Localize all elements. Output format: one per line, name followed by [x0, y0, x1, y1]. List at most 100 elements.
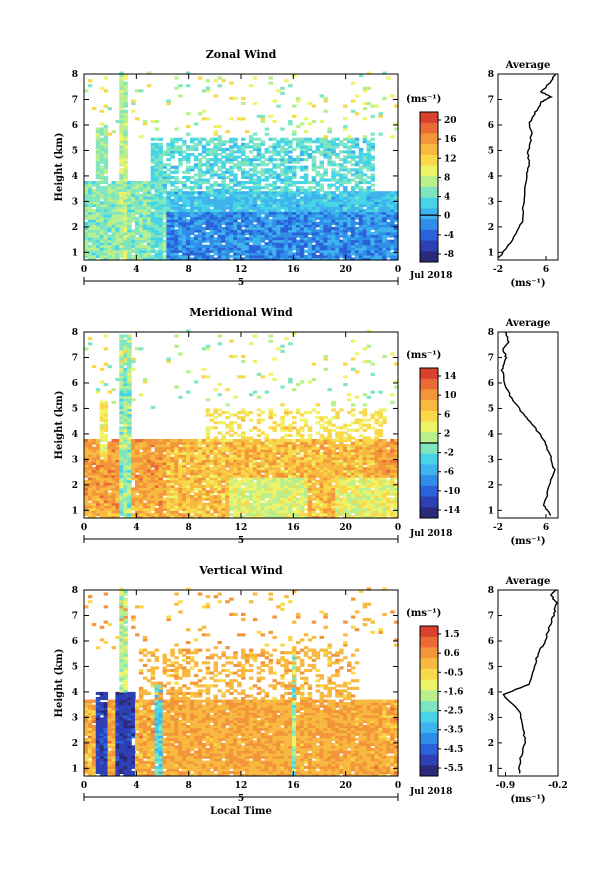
- heatmap-cell: [299, 232, 305, 236]
- heatmap-cell: [123, 411, 128, 415]
- heatmap-cell: [205, 431, 211, 435]
- heatmap-cell: [158, 439, 164, 443]
- heatmap-cell: [146, 214, 152, 218]
- heatmap-cell: [280, 239, 285, 243]
- heatmap-cell: [358, 229, 364, 233]
- heatmap-cell: [138, 226, 144, 230]
- heatmap-cell: [182, 226, 187, 230]
- heatmap-cell: [237, 444, 242, 448]
- heatmap-cell: [135, 474, 140, 478]
- heatmap-cell: [186, 125, 191, 129]
- heatmap-cell: [276, 173, 281, 177]
- heatmap-cell: [197, 232, 203, 236]
- heatmap-cell: [205, 512, 211, 516]
- heatmap-cell: [362, 254, 368, 258]
- heatmap-cell: [327, 153, 332, 157]
- heatmap-cell: [319, 142, 324, 146]
- heatmap-cell: [264, 127, 270, 131]
- heatmap-cell: [154, 216, 160, 220]
- heatmap-cell: [272, 196, 277, 200]
- heatmap-cell: [252, 439, 258, 443]
- heatmap-cell: [162, 507, 167, 511]
- heatmap-cell: [103, 510, 109, 514]
- heatmap-cell: [315, 201, 321, 205]
- heatmap-cell: [138, 221, 144, 225]
- heatmap-cell: [272, 209, 277, 213]
- heatmap-cell: [162, 492, 167, 496]
- heatmap-cell: [248, 178, 254, 182]
- heatmap-cell: [154, 160, 160, 164]
- y-tick-label: 8: [72, 70, 78, 80]
- heatmap-cell: [119, 117, 124, 121]
- heatmap-cell: [154, 254, 160, 258]
- heatmap-cell: [99, 413, 105, 417]
- heatmap-cell: [166, 150, 171, 154]
- heatmap-cell: [103, 145, 109, 149]
- heatmap-cell: [99, 400, 105, 404]
- heatmap-cell: [252, 229, 258, 233]
- heatmap-cell: [135, 495, 140, 499]
- heatmap-cell: [201, 216, 207, 220]
- heatmap-cell: [225, 237, 230, 241]
- heatmap-cell: [197, 244, 203, 248]
- heatmap-cell: [237, 224, 242, 228]
- heatmap-cell: [288, 229, 293, 233]
- heatmap-cell: [370, 203, 375, 207]
- heatmap-cell: [327, 219, 332, 223]
- heatmap-cell: [386, 252, 391, 256]
- heatmap-cell: [99, 507, 105, 511]
- heatmap-cell: [268, 155, 273, 159]
- heatmap-cell: [327, 216, 332, 220]
- heatmap-cell: [264, 515, 270, 519]
- heatmap-cell: [197, 249, 203, 253]
- heatmap-cell: [221, 495, 226, 499]
- heatmap-cell: [358, 226, 364, 230]
- heatmap-cell: [264, 254, 270, 258]
- heatmap-cell: [307, 181, 313, 185]
- heatmap-cell: [331, 163, 336, 167]
- heatmap-cell: [166, 357, 171, 361]
- heatmap-cell: [248, 482, 254, 486]
- heatmap-cell: [276, 232, 281, 236]
- heatmap-cell: [127, 469, 132, 473]
- heatmap-cell: [186, 500, 191, 504]
- heatmap-cell: [115, 234, 120, 238]
- heatmap-cell: [260, 221, 266, 225]
- heatmap-cell: [170, 165, 175, 169]
- heatmap-cell: [123, 512, 128, 516]
- average-y-tick-label: 7: [488, 95, 494, 105]
- heatmap-cell: [347, 178, 352, 182]
- heatmap-cell: [170, 249, 175, 253]
- heatmap-cell: [201, 252, 207, 256]
- heatmap-cell: [103, 411, 109, 415]
- heatmap-cell: [87, 254, 93, 258]
- heatmap-cell: [162, 191, 167, 195]
- heatmap-cell: [233, 249, 238, 253]
- heatmap-cell: [350, 196, 356, 200]
- heatmap-cell: [87, 464, 93, 468]
- heatmap-cell: [311, 247, 317, 251]
- heatmap-cell: [123, 474, 128, 478]
- heatmap-cell: [394, 257, 399, 261]
- heatmap-cell: [350, 201, 356, 205]
- heatmap-cell: [296, 252, 301, 256]
- heatmap-cell: [99, 482, 105, 486]
- heatmap-cell: [256, 137, 262, 141]
- heatmap-cell: [331, 201, 336, 205]
- heatmap-cell: [115, 451, 120, 455]
- heatmap-cell: [119, 114, 124, 118]
- heatmap-cell: [95, 206, 101, 210]
- heatmap-cell: [209, 211, 215, 215]
- heatmap-cell: [138, 135, 144, 139]
- heatmap-cell: [95, 510, 101, 514]
- heatmap-cell: [103, 132, 109, 136]
- heatmap-cell: [99, 239, 105, 243]
- heatmap-cell: [146, 464, 152, 468]
- heatmap-cell: [127, 416, 132, 420]
- heatmap-cell: [307, 206, 313, 210]
- heatmap-cell: [95, 497, 101, 501]
- heatmap-cell: [315, 224, 321, 228]
- heatmap-cell: [119, 160, 124, 164]
- heatmap-cell: [162, 196, 167, 200]
- heatmap-cell: [95, 145, 101, 149]
